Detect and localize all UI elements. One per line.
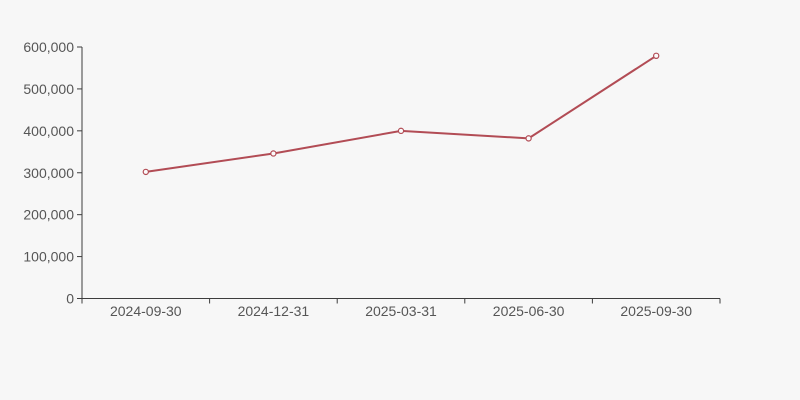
y-axis-tick-label: 500,000 xyxy=(23,81,74,97)
data-point-marker[interactable] xyxy=(270,150,277,157)
x-axis-tick-label: 2025-03-31 xyxy=(365,303,437,319)
data-point-marker[interactable] xyxy=(397,127,405,135)
y-axis-tick-label: 400,000 xyxy=(23,123,74,139)
y-axis-tick-label: 600,000 xyxy=(23,39,74,55)
x-axis-tick-label: 2025-09-30 xyxy=(620,303,692,319)
series-line xyxy=(144,54,658,173)
x-axis-tick-label: 2024-09-30 xyxy=(110,303,182,319)
y-axis-tick-label: 200,000 xyxy=(23,207,74,223)
data-point-marker[interactable] xyxy=(525,135,532,142)
data-point-marker[interactable] xyxy=(653,52,660,60)
x-axis-tick-label: 2024-12-31 xyxy=(238,303,310,319)
y-axis-tick-label: 100,000 xyxy=(23,249,74,265)
y-axis-tick-label: 300,000 xyxy=(23,165,74,181)
x-axis-tick-label: 2025-06-30 xyxy=(493,303,565,319)
y-axis-tick-label: 0 xyxy=(66,291,74,307)
data-point-marker[interactable] xyxy=(142,168,149,176)
